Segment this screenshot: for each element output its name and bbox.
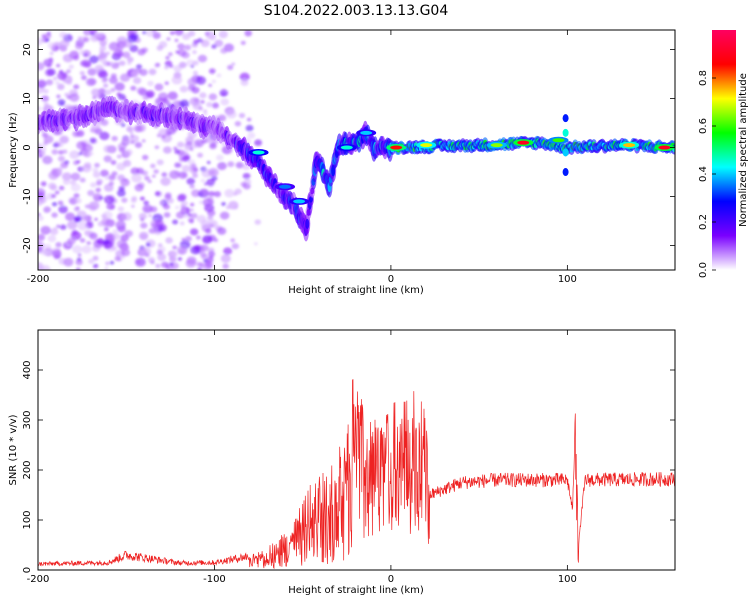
colorbar-tick-label: 0.8 [698, 70, 709, 86]
snr-axes: -200 -100 0 100 0 100 200 300 400 [22, 330, 675, 585]
colorbar-tick-label: 0.2 [698, 214, 709, 230]
x-tick-label: -200 [27, 274, 50, 285]
y-tick-label: 10 [22, 92, 33, 105]
colorbar-gradient [712, 30, 736, 270]
x-tick-label: -100 [203, 574, 226, 585]
x-tick-label: 0 [388, 574, 394, 585]
x-tick-label: 0 [388, 274, 394, 285]
figure-title: S104.2022.003.13.13.G04 [264, 3, 449, 19]
x-tick-label: -100 [203, 274, 226, 285]
spectrogram-image [38, 30, 675, 270]
spectrogram-frame [37, 29, 676, 271]
snr-xlabel: Height of straight line (km) [288, 585, 424, 596]
y-tick-label: 0 [22, 144, 33, 150]
spectrogram-xlabel: Height of straight line (km) [288, 285, 424, 296]
colorbar-tick-label: 0.4 [698, 166, 709, 182]
snr-frame [37, 329, 676, 571]
spectrogram-ylabel: Frequency (Hz) [8, 112, 19, 188]
colorbar-label: Normalized spectral amplitude [738, 73, 749, 227]
y-tick-label: 400 [22, 360, 33, 379]
colorbar-ticks: 0.0 0.2 0.4 0.6 0.8 [698, 70, 716, 278]
y-tick-label: 100 [22, 510, 33, 529]
y-tick-label: 300 [22, 410, 33, 429]
y-tick-label: 200 [22, 460, 33, 479]
snr-series-line [38, 379, 675, 570]
y-tick-label: -20 [22, 237, 33, 253]
colorbar-tick-label: 0.0 [698, 262, 709, 278]
colorbar: 0.0 0.2 0.4 0.6 0.8 Normalized spectral ampl… [698, 30, 749, 278]
y-tick-label: -10 [22, 188, 33, 204]
colorbar-tick-label: 0.6 [698, 118, 709, 134]
snr-ylabel: SNR (10 * v/v) [8, 414, 19, 485]
y-tick-label: 20 [22, 43, 33, 56]
x-tick-label: -200 [27, 574, 50, 585]
x-tick-label: 100 [558, 574, 577, 585]
snr-panel: -200 -100 0 100 0 100 200 300 400 Height of stra… [8, 329, 676, 596]
x-tick-label: 100 [558, 274, 577, 285]
y-tick-label: 0 [22, 567, 33, 573]
